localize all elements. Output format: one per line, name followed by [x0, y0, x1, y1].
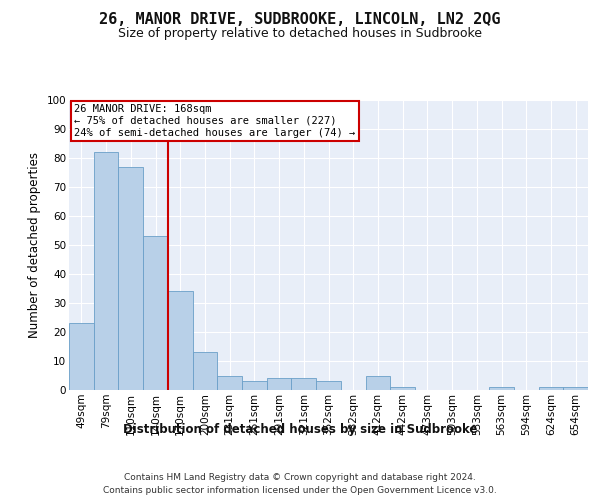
- Bar: [69, 324, 94, 390]
- Bar: [94, 152, 118, 390]
- Text: Contains HM Land Registry data © Crown copyright and database right 2024.: Contains HM Land Registry data © Crown c…: [124, 472, 476, 482]
- Bar: [217, 376, 242, 390]
- Bar: [143, 236, 168, 390]
- Text: Distribution of detached houses by size in Sudbrooke: Distribution of detached houses by size …: [123, 422, 477, 436]
- Text: Contains public sector information licensed under the Open Government Licence v3: Contains public sector information licen…: [103, 486, 497, 495]
- Bar: [390, 387, 415, 390]
- Text: 26, MANOR DRIVE, SUDBROOKE, LINCOLN, LN2 2QG: 26, MANOR DRIVE, SUDBROOKE, LINCOLN, LN2…: [99, 12, 501, 28]
- Bar: [193, 352, 217, 390]
- Bar: [563, 387, 588, 390]
- Bar: [242, 382, 267, 390]
- Bar: [365, 376, 390, 390]
- Bar: [292, 378, 316, 390]
- Text: Size of property relative to detached houses in Sudbrooke: Size of property relative to detached ho…: [118, 28, 482, 40]
- Bar: [168, 292, 193, 390]
- Text: 26 MANOR DRIVE: 168sqm
← 75% of detached houses are smaller (227)
24% of semi-de: 26 MANOR DRIVE: 168sqm ← 75% of detached…: [74, 104, 355, 138]
- Y-axis label: Number of detached properties: Number of detached properties: [28, 152, 41, 338]
- Bar: [267, 378, 292, 390]
- Bar: [316, 382, 341, 390]
- Bar: [118, 166, 143, 390]
- Bar: [489, 387, 514, 390]
- Bar: [539, 387, 563, 390]
